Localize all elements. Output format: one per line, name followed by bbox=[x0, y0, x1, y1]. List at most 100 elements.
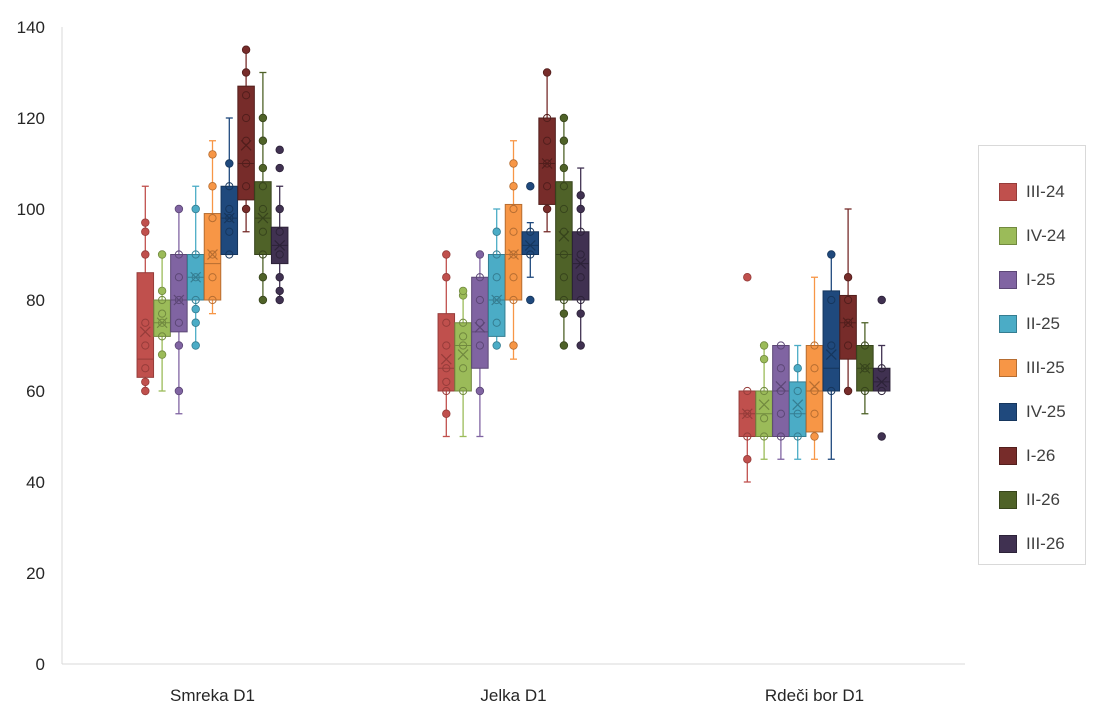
data-point bbox=[543, 136, 552, 145]
outlier-point bbox=[191, 304, 200, 314]
outlier-point bbox=[241, 68, 251, 77]
outlier-point bbox=[526, 182, 535, 191]
outlier-point bbox=[225, 159, 234, 168]
data-point bbox=[242, 113, 251, 123]
outlier-point bbox=[442, 250, 451, 259]
outlier-point bbox=[810, 432, 819, 441]
outlier-point bbox=[174, 341, 184, 350]
outlier-point bbox=[559, 113, 569, 123]
data-point bbox=[543, 159, 552, 168]
data-point bbox=[208, 273, 217, 282]
outlier-point bbox=[759, 341, 769, 350]
mean-marker bbox=[457, 349, 469, 361]
data-point bbox=[793, 432, 802, 441]
data-point bbox=[793, 386, 802, 396]
legend-label: I-25 bbox=[1026, 270, 1056, 289]
mean-marker bbox=[792, 399, 804, 411]
outlier-point bbox=[174, 386, 184, 396]
data-point bbox=[174, 273, 183, 282]
box-III-25 bbox=[805, 345, 824, 433]
outlier-point bbox=[191, 341, 200, 350]
data-point bbox=[475, 341, 484, 350]
data-point bbox=[208, 295, 217, 305]
data-point bbox=[191, 250, 200, 259]
legend-item: I-25 bbox=[979, 258, 1085, 302]
data-point bbox=[844, 318, 853, 327]
outlier-point bbox=[509, 159, 518, 168]
data-point bbox=[760, 386, 769, 396]
data-point bbox=[442, 386, 451, 396]
mean-marker bbox=[257, 212, 269, 224]
legend-item: III-24 bbox=[979, 170, 1085, 214]
mean-marker bbox=[190, 271, 202, 283]
mean-marker bbox=[524, 239, 536, 251]
data-point bbox=[225, 227, 234, 236]
data-point bbox=[225, 182, 234, 191]
data-point bbox=[559, 204, 569, 214]
data-point bbox=[526, 250, 535, 259]
box-I-26 bbox=[237, 85, 255, 201]
outlier-point bbox=[275, 204, 284, 214]
data-point bbox=[776, 341, 786, 350]
data-point bbox=[141, 341, 150, 350]
data-point bbox=[225, 214, 234, 223]
data-point bbox=[492, 318, 501, 327]
box-III-25 bbox=[504, 203, 523, 301]
y-tick-label: 120 bbox=[17, 109, 45, 128]
y-tick-label: 80 bbox=[26, 291, 45, 310]
box-IV-24 bbox=[153, 299, 171, 337]
chart-legend: III-24 IV-24 I-25 II-25 III-25 IV-25 I-26 II-26… bbox=[978, 145, 1086, 565]
data-point bbox=[459, 341, 468, 350]
box-II-25 bbox=[788, 381, 807, 437]
outlier-point bbox=[827, 250, 836, 259]
box-III-24 bbox=[437, 313, 456, 392]
box-III-24 bbox=[136, 272, 155, 378]
data-point bbox=[860, 364, 870, 373]
data-point bbox=[776, 386, 786, 396]
data-point bbox=[242, 182, 251, 191]
data-point bbox=[258, 204, 267, 214]
data-point bbox=[810, 386, 819, 396]
outlier-point bbox=[877, 432, 886, 441]
outlier-point bbox=[509, 182, 518, 191]
outlier-point bbox=[475, 386, 485, 396]
outlier-point bbox=[526, 295, 535, 305]
data-point bbox=[158, 318, 167, 327]
mean-marker bbox=[842, 317, 854, 329]
data-point bbox=[442, 377, 451, 386]
legend-item: IV-25 bbox=[979, 390, 1085, 434]
mean-marker bbox=[173, 294, 185, 306]
x-category-label: Jelka D1 bbox=[480, 686, 546, 705]
data-point bbox=[576, 227, 585, 236]
outlier-point bbox=[258, 163, 268, 173]
mean-marker bbox=[575, 258, 587, 270]
outlier-point bbox=[141, 250, 150, 259]
data-point bbox=[174, 318, 183, 327]
data-point bbox=[827, 386, 836, 396]
data-point bbox=[760, 414, 769, 423]
mean-marker bbox=[508, 249, 519, 260]
outlier-point bbox=[475, 250, 485, 259]
box-IV-25 bbox=[220, 185, 239, 255]
outlier-point bbox=[275, 286, 284, 296]
outlier-point bbox=[157, 286, 167, 296]
outlier-point bbox=[208, 182, 217, 191]
data-point bbox=[258, 227, 267, 236]
outlier-point bbox=[492, 341, 501, 350]
x-category-label: Rdeči bor D1 bbox=[765, 686, 864, 705]
data-point bbox=[844, 341, 853, 350]
outlier-point bbox=[759, 354, 769, 364]
data-point bbox=[242, 159, 251, 168]
data-point bbox=[743, 409, 752, 418]
data-point bbox=[810, 341, 819, 350]
legend-swatch bbox=[999, 491, 1017, 509]
outlier-point bbox=[559, 341, 569, 350]
outlier-point bbox=[258, 113, 268, 123]
outlier-point bbox=[258, 295, 268, 305]
data-point bbox=[141, 318, 150, 327]
data-point bbox=[576, 250, 585, 259]
legend-label: III-25 bbox=[1026, 358, 1065, 377]
outlier-point bbox=[141, 218, 150, 227]
y-tick-label: 0 bbox=[36, 655, 45, 674]
data-point bbox=[509, 204, 518, 214]
